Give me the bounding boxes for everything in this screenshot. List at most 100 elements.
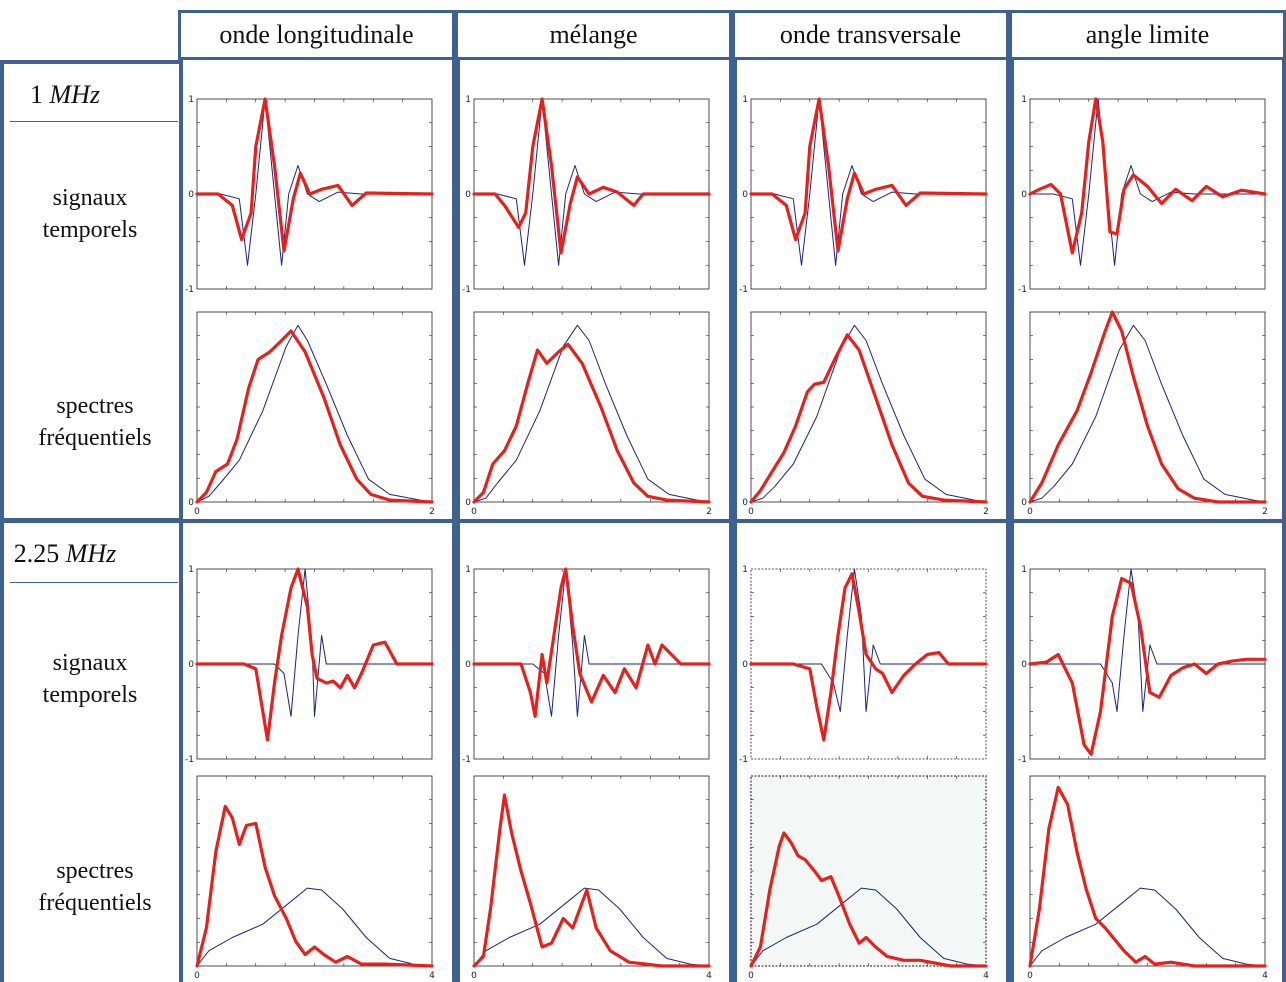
measured-series-line [1028, 785, 1267, 968]
y-tick-label: -1 [739, 755, 748, 765]
column-header-onde-transversale: onde transversale [732, 10, 1009, 60]
y-tick-label: -1 [1018, 285, 1027, 295]
measured-series-line [472, 342, 711, 504]
measured-series-line [472, 97, 711, 255]
x-tick-label: 0 [194, 971, 200, 981]
reference-series-line [1029, 887, 1266, 967]
column-header-angle-limite: angle limite [1009, 10, 1286, 60]
x-tick-label: 0 [1027, 971, 1033, 981]
column-header-label: mélange [549, 20, 638, 49]
row-label-line: fréquentiels [38, 425, 152, 451]
row-label-line: temporels [42, 682, 138, 708]
row-separator [0, 519, 1286, 523]
reference-series-line [750, 98, 987, 266]
reference-series-line [196, 887, 433, 967]
y-tick-label: 0 [465, 660, 471, 670]
x-tick-label: 2 [983, 507, 989, 517]
measured-series-line [1028, 576, 1267, 756]
chart-panel: 1 0 -1 [1018, 565, 1267, 765]
y-tick-label: -1 [462, 285, 471, 295]
row-label-line: temporels [42, 217, 138, 243]
y-tick-label: -1 [185, 755, 194, 765]
y-tick-label: -1 [185, 285, 194, 295]
y-tick-label: -1 [739, 285, 748, 295]
reference-series-line [473, 324, 710, 503]
y-tick-label: 1 [188, 95, 194, 105]
frequency-value: 2.25 [13, 539, 60, 568]
y-tick-label: -1 [1018, 755, 1027, 765]
y-tick-label: 0 [742, 660, 748, 670]
x-tick-label: 4 [983, 971, 989, 981]
column-header-label: angle limite [1085, 20, 1210, 49]
column-header-label: onde longitudinale [219, 20, 414, 49]
chart-panel: 1 0 -1 [462, 565, 711, 765]
y-tick-label: -1 [462, 755, 471, 765]
plot-frame [750, 775, 987, 967]
plot-frame [750, 311, 987, 503]
chart-panel: 1 0 -1 [185, 95, 434, 295]
measured-series-line [1028, 97, 1267, 255]
y-tick-label: 0 [188, 498, 194, 508]
reference-series-line [1029, 324, 1266, 503]
measured-series-line [749, 97, 988, 253]
y-tick-label: 0 [465, 498, 471, 508]
reference-series-line [473, 887, 710, 967]
chart-panel: 1 0 -1 [739, 565, 988, 765]
measured-series-line [195, 567, 434, 742]
y-tick-label: 0 [1021, 190, 1027, 200]
column-header-onde-longitudinale: onde longitudinale [178, 10, 455, 60]
x-tick-label: 4 [706, 971, 712, 981]
measured-series-line [195, 329, 434, 504]
measured-series-line [472, 567, 711, 718]
chart-panel: 00 2 [742, 311, 989, 517]
chart-panel: 1 0 -1 [185, 565, 434, 765]
x-tick-label: 4 [1262, 971, 1268, 981]
measured-series-line [749, 831, 988, 968]
x-tick-label: 2 [706, 507, 712, 517]
row-box-2-25mhz [0, 519, 182, 982]
y-tick-label: 0 [465, 190, 471, 200]
plot-frame [1029, 311, 1266, 503]
measured-series-line [195, 97, 434, 253]
measured-series-line [749, 572, 988, 742]
reference-series-line [473, 98, 710, 266]
reference-series-line [750, 324, 987, 503]
frequency-unit: MHz [65, 539, 117, 568]
y-tick-label: 1 [465, 95, 471, 105]
reference-series-line [196, 98, 433, 266]
x-tick-label: 0 [748, 971, 754, 981]
row-label-line: fréquentiels [38, 890, 152, 916]
frequency-underline [10, 121, 178, 122]
reference-series-line [750, 887, 987, 967]
y-tick-label: 1 [742, 95, 748, 105]
y-tick-label: 1 [465, 565, 471, 575]
column-header-label: onde transversale [779, 20, 962, 49]
y-tick-label: 0 [1021, 660, 1027, 670]
chart-panel: 00 2 [465, 311, 712, 517]
x-tick-label: 4 [429, 971, 435, 981]
y-tick-label: 0 [188, 660, 194, 670]
row-label-line: spectres [56, 393, 134, 419]
reference-series-line [196, 324, 433, 503]
plot-frame [473, 775, 710, 967]
y-tick-label: 0 [742, 190, 748, 200]
y-tick-label: 0 [1021, 498, 1027, 508]
frequency-label-1mhz: 1 MHz [10, 66, 120, 124]
x-tick-label: 2 [1262, 507, 1268, 517]
chart-panel: 1 0 -1 [462, 95, 711, 295]
chart-panel: 1 0 -1 [739, 95, 988, 295]
x-tick-label: 0 [748, 507, 754, 517]
plot-frame [196, 775, 433, 967]
row-label-line: spectres [56, 858, 134, 884]
x-tick-label: 2 [429, 507, 435, 517]
x-tick-label: 0 [194, 507, 200, 517]
frequency-value: 1 [29, 80, 43, 109]
chart-panel: 00 2 [1021, 310, 1268, 517]
plot-frame [196, 311, 433, 503]
row-label-spectra-2-25mhz: spectres fréquentiels [15, 855, 175, 919]
chart-panel: 00 2 [188, 311, 435, 517]
y-tick-label: 0 [742, 498, 748, 508]
x-tick-label: 0 [471, 971, 477, 981]
